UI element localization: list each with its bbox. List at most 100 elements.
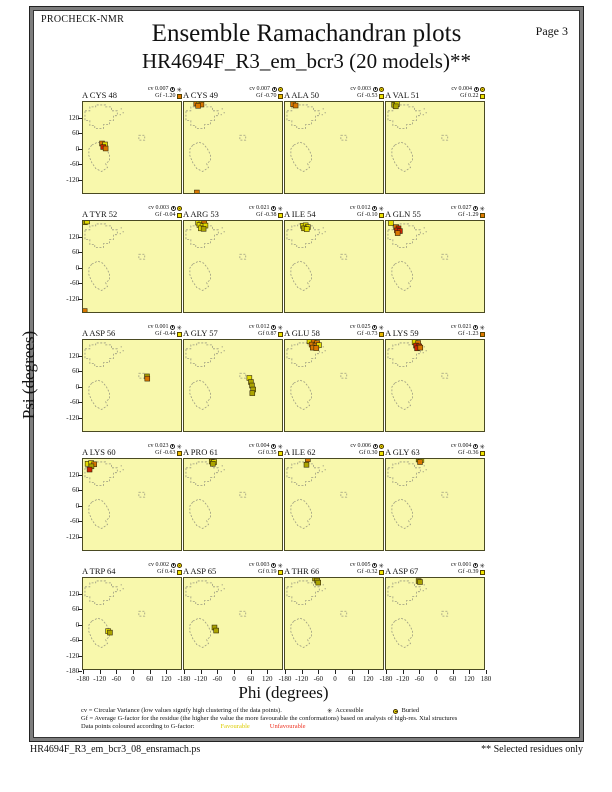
- alpha-region-outline: [189, 260, 211, 291]
- alpha-region-outline: [88, 379, 110, 410]
- model-data-point: [84, 221, 90, 225]
- accessible-icon: ✳: [176, 323, 182, 332]
- region-dot: [221, 227, 223, 229]
- y-tick-label: 0: [75, 620, 80, 629]
- cv-value: cv 0.007: [147, 86, 169, 92]
- gf-color-swatch: [480, 451, 485, 456]
- cv-dial-icon: [473, 86, 479, 92]
- plot-area: [183, 458, 283, 551]
- region-dot: [321, 233, 323, 235]
- region-dot: [122, 350, 124, 352]
- beta-region-outline: [387, 104, 421, 129]
- cv-value: cv 0.001: [147, 324, 169, 330]
- model-data-point: [305, 459, 311, 463]
- gf-color-swatch: [278, 94, 283, 99]
- region-dot: [322, 584, 324, 586]
- x-tick-mark: [267, 670, 269, 674]
- panel-stats: cv 0.007 Gf -0.70: [249, 86, 283, 100]
- ramachandran-plot-svg: [185, 342, 256, 410]
- x-tick-label: 0: [131, 675, 135, 683]
- region-dot: [324, 231, 326, 233]
- panel-stats: cv 0.004 ✳ Gf -0.36: [451, 443, 485, 457]
- residue-label: A GLU 58: [284, 328, 320, 338]
- cv-dial-icon: [170, 443, 176, 449]
- gf-color-swatch: [480, 332, 485, 337]
- accessible-icon: ✳: [378, 204, 384, 213]
- region-dot: [423, 227, 425, 229]
- ramachandran-plot-svg: [84, 580, 146, 648]
- alpha-region-outline: [290, 141, 312, 172]
- region-dot: [220, 352, 222, 354]
- alpha-region-outline: [88, 498, 110, 529]
- gf-value: Gf -0.44: [155, 331, 176, 337]
- panel-row: A CYS 48 cv 0.007 ✳ Gf -1.20 120 60 0 -60 -1…: [66, 85, 485, 194]
- panel-stats: cv 0.012 ✳ Gf -0.10: [350, 205, 384, 219]
- x-tick-mark: [452, 670, 454, 674]
- ramachandran-panel: A ALA 50 cv 0.003 Gf -0.53: [284, 85, 384, 194]
- panel-stats: cv 0.003 ✳ Gf 0.19: [249, 562, 283, 576]
- cv-value: cv 0.003: [350, 86, 371, 92]
- y-tick-label: -120: [66, 175, 80, 184]
- panel-header: A THR 66 cv 0.005 ✳ Gf -0.32: [284, 561, 384, 577]
- panel-header: A PRO 61 cv 0.004 ✳ Gf 0.35: [183, 442, 283, 458]
- gf-color-swatch: [177, 451, 182, 456]
- ramachandran-panel: A GLY 63 cv 0.004 ✳ Gf -0.36: [385, 442, 485, 551]
- residue-label: A GLN 55: [385, 209, 421, 219]
- region-dot: [220, 233, 222, 235]
- cv-dial-icon: [271, 443, 277, 449]
- alpha-region-outline: [391, 141, 413, 172]
- panel-stats: cv 0.021 ✳ Gf -1.23: [451, 324, 485, 338]
- plot-area: -180 -120 -60 0 60 120 180: [380, 577, 491, 683]
- panel-header: A GLY 63 cv 0.004 ✳ Gf -0.36: [385, 442, 485, 458]
- gf-value: Gf -1.20: [155, 93, 176, 99]
- l-alpha-region-outline: [340, 372, 348, 379]
- panel-row: A TRP 64 cv 0.002 Gf 0.41 120 60 0 -60 -120-…: [66, 561, 491, 683]
- region-dot: [425, 231, 427, 233]
- model-data-point: [303, 462, 310, 468]
- y-tick-mark: [78, 490, 82, 491]
- model-data-point: [417, 579, 423, 585]
- x-tick-label: 60: [449, 675, 457, 683]
- region-dot: [120, 108, 122, 110]
- cv-value: cv 0.002: [148, 562, 169, 568]
- l-alpha-region-outline: [239, 372, 247, 379]
- x-tick-label: 120: [464, 675, 475, 683]
- l-alpha-region-outline: [239, 610, 247, 617]
- cv-value: cv 0.023: [147, 443, 169, 449]
- y-tick-mark: [78, 117, 82, 119]
- l-alpha-region-outline: [340, 253, 348, 260]
- x-tick-label: -180: [379, 675, 393, 683]
- ramachandran-plot-svg: [387, 340, 449, 410]
- cv-definition: cv = Circular Variance (low values signi…: [81, 707, 282, 714]
- cv-dial-icon: [372, 562, 378, 568]
- ramachandran-plot-svg: [387, 578, 449, 648]
- ramachandran-plot-svg: [286, 459, 348, 529]
- panel-stats: cv 0.021 ✳ Gf -0.38: [249, 205, 283, 219]
- model-data-point: [107, 629, 113, 636]
- beta-region-outline: [387, 223, 421, 248]
- ramachandran-plot-svg: [185, 221, 247, 291]
- panel-header: A GLN 55 cv 0.027 ✳ Gf -1.29: [385, 204, 485, 220]
- y-tick-mark: [78, 505, 82, 507]
- ramachandran-panel: A VAL 51 cv 0.004 Gf 0.22: [385, 85, 485, 194]
- gf-color-swatch: [278, 451, 283, 456]
- residue-label: A ASP 56: [82, 328, 116, 338]
- cv-dial-icon: [473, 324, 479, 330]
- gf-color-swatch: [379, 94, 384, 99]
- model-data-point: [195, 103, 201, 109]
- y-tick-mark: [78, 252, 82, 253]
- region-dot: [321, 352, 323, 354]
- residue-label: A ASP 67: [385, 566, 419, 576]
- panel-header: A VAL 51 cv 0.004 Gf 0.22: [385, 85, 485, 101]
- beta-region-outline: [84, 580, 118, 605]
- cv-dial-icon: [271, 562, 277, 568]
- alpha-region-outline: [189, 141, 211, 172]
- cv-dial-icon: [170, 86, 176, 92]
- model-data-point: [313, 345, 320, 351]
- y-tick-label: -120: [66, 651, 80, 660]
- beta-region-outline: [286, 580, 320, 605]
- x-tick-label: -60: [212, 675, 222, 683]
- cv-dial-icon: [372, 205, 378, 211]
- cv-dial-icon: [372, 443, 378, 449]
- ramachandran-panel: A LYS 60 cv 0.023 ✳ Gf -0.63 120 60 0 -60 -1…: [66, 442, 182, 551]
